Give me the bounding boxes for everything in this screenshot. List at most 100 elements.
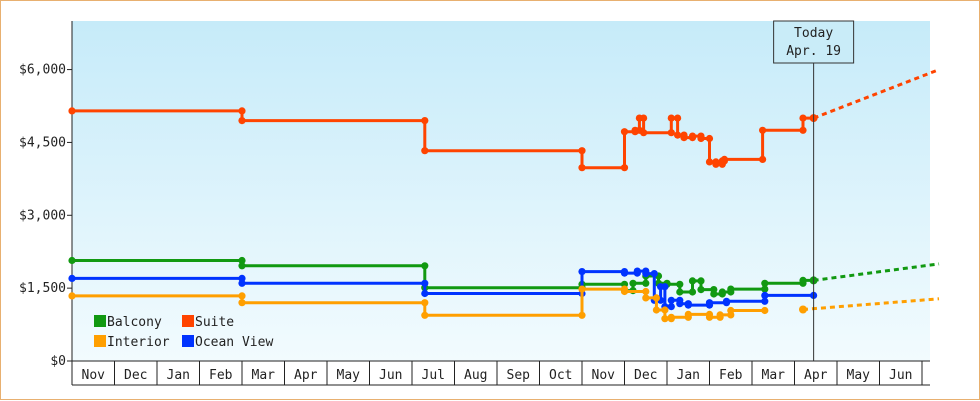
forecast-line xyxy=(813,262,940,282)
month-label: Aug xyxy=(464,368,487,383)
data-point xyxy=(705,134,714,143)
data-point xyxy=(68,274,76,282)
data-point xyxy=(421,289,429,298)
data-point xyxy=(710,290,718,298)
data-point xyxy=(661,315,669,323)
data-point xyxy=(578,311,586,319)
data-point xyxy=(620,164,629,172)
data-point xyxy=(578,268,586,276)
month-label: May xyxy=(847,368,871,383)
data-point xyxy=(761,306,769,315)
legend-label: Interior xyxy=(107,335,170,350)
data-point xyxy=(620,287,629,296)
data-point xyxy=(238,299,246,307)
data-point xyxy=(238,256,246,265)
data-point xyxy=(718,288,726,296)
data-point xyxy=(629,279,637,287)
y-tick-label: $6,000 xyxy=(19,63,66,78)
forecast-line xyxy=(813,68,940,120)
month-label: Nov xyxy=(592,368,616,383)
data-point xyxy=(705,158,714,166)
data-point xyxy=(633,267,641,275)
data-point xyxy=(421,117,429,125)
data-point xyxy=(727,285,735,293)
data-point xyxy=(720,155,729,163)
legend-swatch xyxy=(94,335,106,347)
y-tick-label: $0 xyxy=(50,354,66,369)
data-point xyxy=(799,276,807,284)
legend-item: Balcony xyxy=(94,315,162,330)
data-point xyxy=(705,313,714,321)
data-point xyxy=(676,288,684,296)
month-label: Mar xyxy=(252,368,276,383)
data-point xyxy=(667,313,675,321)
month-label: Jun xyxy=(379,368,402,383)
data-point xyxy=(578,147,586,155)
data-point xyxy=(68,292,76,300)
data-point xyxy=(712,160,720,168)
month-label: Dec xyxy=(634,368,657,383)
data-point xyxy=(688,277,697,285)
data-point xyxy=(697,277,705,285)
data-point xyxy=(667,303,675,311)
data-point xyxy=(674,131,682,139)
legend-label: Ocean View xyxy=(195,335,273,350)
today-date: Apr. 19 xyxy=(786,44,841,59)
data-point xyxy=(238,262,246,270)
data-point xyxy=(421,279,429,287)
data-point xyxy=(578,285,586,293)
data-point xyxy=(68,107,76,115)
data-point xyxy=(697,286,705,294)
data-point xyxy=(799,126,807,134)
month-label: Nov xyxy=(82,368,106,383)
legend-label: Suite xyxy=(195,315,234,330)
data-point xyxy=(705,299,714,307)
plot-area xyxy=(72,21,930,361)
data-point xyxy=(667,129,675,137)
data-point xyxy=(761,291,769,299)
month-label: Apr xyxy=(294,368,318,383)
data-point xyxy=(642,287,650,296)
legend-swatch xyxy=(94,315,106,327)
data-point xyxy=(652,294,661,302)
series-layer xyxy=(68,68,940,323)
y-tick-label: $3,000 xyxy=(19,208,66,223)
data-point xyxy=(684,301,692,309)
data-point xyxy=(799,114,807,122)
data-point xyxy=(238,107,246,115)
month-label: Feb xyxy=(719,368,743,383)
y-tick-label: $4,500 xyxy=(19,135,66,150)
data-point xyxy=(688,132,697,140)
data-point xyxy=(667,114,675,122)
data-point xyxy=(661,306,669,314)
legend-swatch xyxy=(182,335,194,347)
month-label: Jan xyxy=(677,368,700,383)
today-marker: Today Apr. 19 xyxy=(773,20,855,361)
legend: Balcony Suite Interior Ocean View xyxy=(94,315,273,350)
month-label: Apr xyxy=(804,368,828,383)
data-point xyxy=(68,256,76,265)
data-point xyxy=(421,262,429,270)
data-point xyxy=(642,270,650,278)
data-point xyxy=(697,134,705,143)
month-label: Sep xyxy=(507,368,531,383)
month-label: Feb xyxy=(209,368,233,383)
legend-item: Ocean View xyxy=(182,335,273,350)
data-point xyxy=(761,279,769,287)
month-label: Jan xyxy=(167,368,190,383)
data-point xyxy=(667,296,675,304)
legend-item: Interior xyxy=(94,335,170,350)
data-point xyxy=(238,292,246,300)
x-axis: Nov Dec Jan Feb Mar Apr May Jun Jul Aug Sep Oct Nov D… xyxy=(71,360,930,386)
data-point xyxy=(421,147,429,155)
y-axis: $0 $1,500 $3,000 $4,500 $6,000 xyxy=(19,21,73,385)
data-point xyxy=(759,155,767,163)
legend-item: Suite xyxy=(182,315,234,330)
data-point xyxy=(716,311,724,319)
forecast-line xyxy=(802,297,940,311)
data-point xyxy=(684,310,692,318)
data-point xyxy=(640,114,648,122)
data-point xyxy=(238,279,246,287)
